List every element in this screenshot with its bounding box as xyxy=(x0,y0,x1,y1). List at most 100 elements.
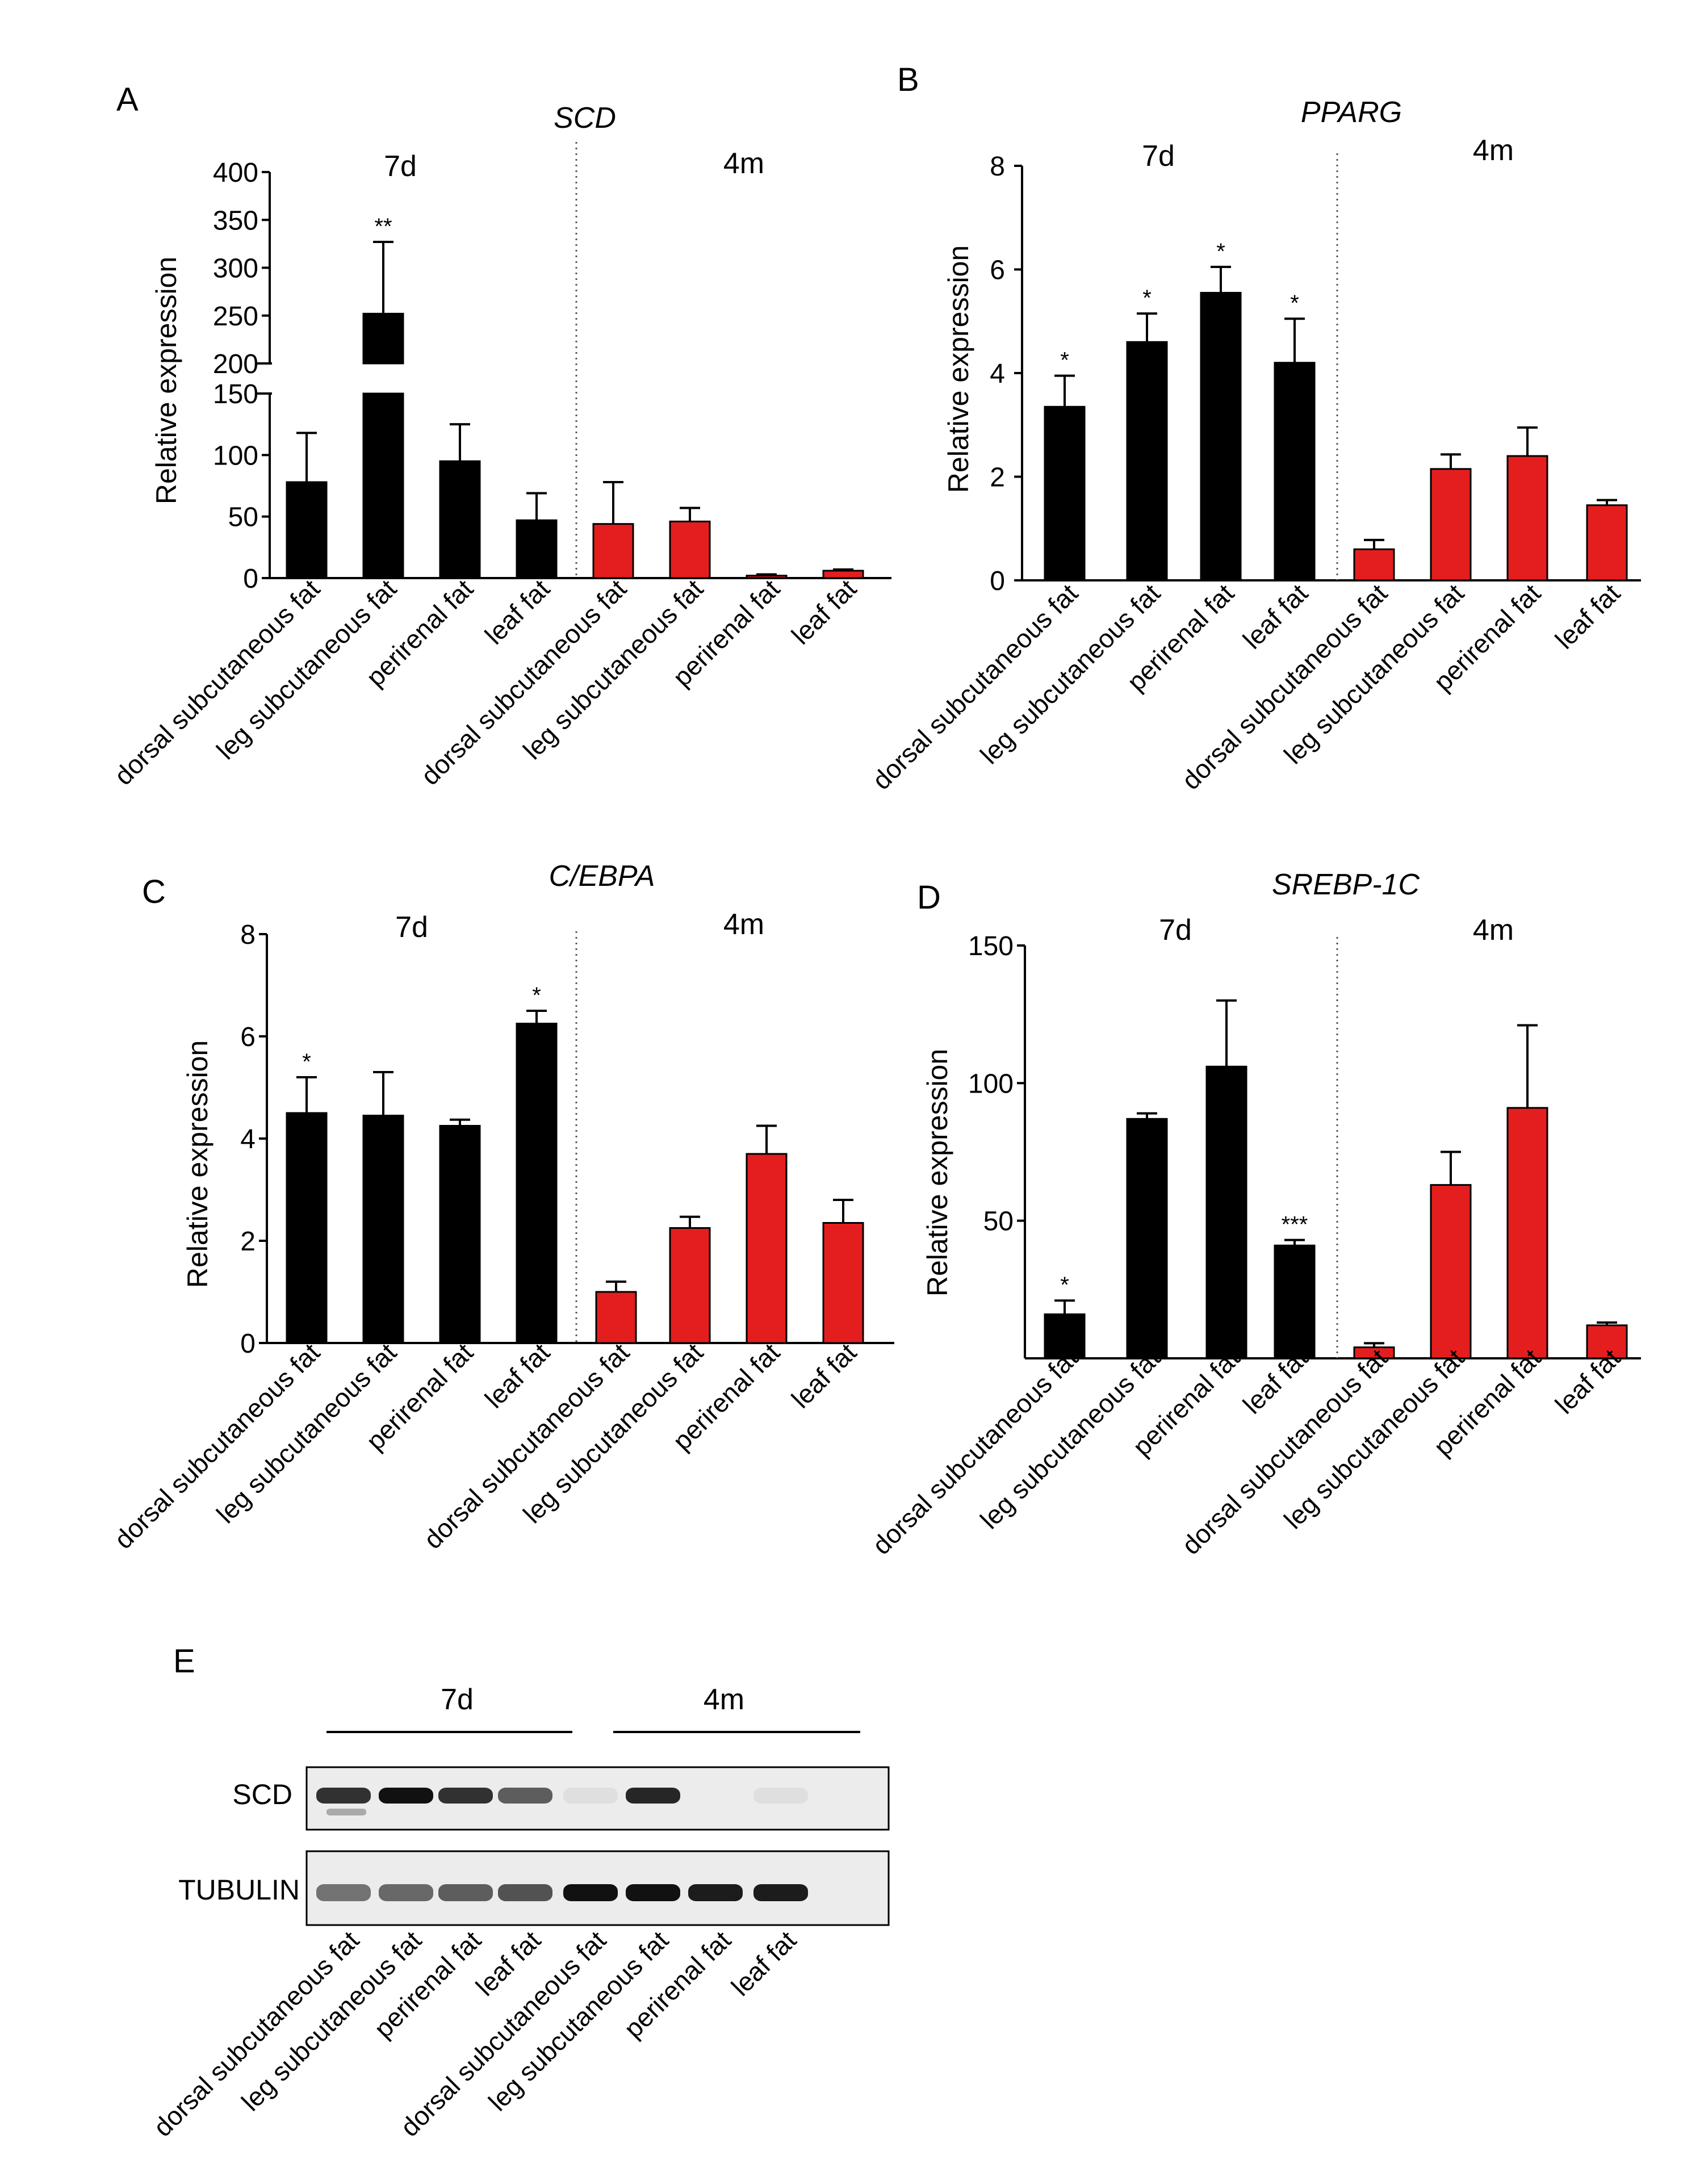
bar-b xyxy=(1586,504,1628,581)
significance-label-b: * xyxy=(1290,291,1299,316)
group-label-7d-a: 7d xyxy=(384,150,417,183)
y-axis-label-d: Relative expression xyxy=(922,1049,953,1296)
bar-c xyxy=(595,1291,637,1344)
y-axis-label-c: Relative expression xyxy=(182,1040,213,1288)
group-label-7d-b: 7d xyxy=(1142,140,1175,173)
y-axis-label-b: Relative expression xyxy=(943,245,974,493)
category-label-b: leaf fat xyxy=(1550,578,1626,655)
y-tick-label-c: 8 xyxy=(240,920,256,950)
chart-title-srebp1c: SREBP-1C xyxy=(1272,868,1420,901)
bar-a xyxy=(516,519,558,579)
blot-band-scd-faint xyxy=(326,1809,366,1815)
blot-group-label-7d: 7d xyxy=(441,1683,474,1716)
category-label-a: leaf fat xyxy=(786,574,863,650)
significance-label-d: *** xyxy=(1282,1212,1308,1237)
significance-label-c: * xyxy=(532,983,541,1008)
bar-d xyxy=(1126,1118,1168,1359)
y-tick-label-d: 50 xyxy=(983,1207,1014,1237)
y-tick-label-a: 50 xyxy=(228,503,258,533)
bar-b xyxy=(1044,405,1086,581)
bar-d xyxy=(1274,1244,1316,1359)
bar-a xyxy=(362,392,404,579)
significance-label-d: * xyxy=(1060,1273,1069,1298)
y-tick-label-c: 0 xyxy=(240,1329,256,1359)
bar-b xyxy=(1506,455,1548,581)
bar-c xyxy=(362,1115,404,1344)
y-tick-label-d: 100 xyxy=(968,1069,1014,1099)
chart-title-scd: SCD xyxy=(554,102,616,135)
blot-lane-label: leaf fat xyxy=(726,1925,802,2002)
panel-d: D SREBP-1C 7d 4m Relative expression 50 1… xyxy=(866,868,1641,1560)
y-axis-label-a: Relative expression xyxy=(150,257,182,504)
y-tick-label-a: 250 xyxy=(213,302,258,332)
panel-letter-d: D xyxy=(917,879,941,916)
blot-band-tubulin xyxy=(688,1884,743,1901)
bar-d xyxy=(1044,1313,1086,1359)
y-tick-label-a: 0 xyxy=(243,564,258,594)
y-tick-label-a: 100 xyxy=(213,441,258,471)
y-tick-label-c: 2 xyxy=(240,1227,256,1257)
bar-a xyxy=(669,520,711,579)
y-tick-label-a: 400 xyxy=(213,158,258,188)
blot-row-label-tubulin: TUBULIN xyxy=(178,1874,300,1906)
y-tick-label-c: 6 xyxy=(240,1022,256,1052)
blot-band-tubulin xyxy=(753,1884,808,1901)
bar-c xyxy=(516,1023,558,1344)
blot-group-label-4m: 4m xyxy=(704,1683,744,1716)
group-label-4m-c: 4m xyxy=(723,908,764,941)
bar-d xyxy=(1205,1065,1247,1359)
bar-b xyxy=(1274,362,1316,581)
panel-c: C C/EBPA 7d 4m Relative expression 0 2 4 6 8… xyxy=(108,860,894,1554)
y-tick-label-a: 200 xyxy=(213,349,258,379)
y-tick-label-b: 2 xyxy=(990,463,1005,493)
blot-band-scd xyxy=(626,1788,680,1804)
y-tick-label-b: 6 xyxy=(990,256,1005,286)
y-tick-label-b: 0 xyxy=(990,566,1005,596)
y-tick-label-d: 150 xyxy=(968,931,1014,961)
significance-label-b: * xyxy=(1142,286,1152,311)
panel-letter-a: A xyxy=(116,81,139,118)
group-label-4m-a: 4m xyxy=(723,147,764,180)
y-tick-label-a: 350 xyxy=(213,206,258,236)
bar-a xyxy=(439,460,481,579)
blot-band-tubulin xyxy=(626,1884,680,1901)
blot-band-scd xyxy=(379,1788,433,1804)
category-label-c: leaf fat xyxy=(479,1337,556,1414)
blot-band-scd xyxy=(753,1788,808,1804)
blot-band-scd xyxy=(563,1788,618,1804)
blot-band-scd xyxy=(316,1788,371,1804)
blot-row-label-scd: SCD xyxy=(232,1779,292,1810)
blot-band-tubulin xyxy=(438,1884,493,1901)
bar-b xyxy=(1126,341,1168,581)
chart-title-pparg: PPARG xyxy=(1301,96,1402,129)
panel-a: A SCD 7d 4m Relative expression 0 50 100 15… xyxy=(108,81,891,790)
bar-c xyxy=(746,1153,788,1344)
bar-b xyxy=(1353,548,1395,581)
y-tick-label-a: 150 xyxy=(213,379,258,409)
y-tick-label-b: 4 xyxy=(990,359,1005,389)
bar-b xyxy=(1200,292,1242,581)
blot-band-tubulin xyxy=(379,1884,433,1901)
category-label-b: leaf fat xyxy=(1237,578,1314,655)
blot-band-tubulin xyxy=(563,1884,618,1901)
bar-c xyxy=(286,1112,328,1344)
bar-b xyxy=(1430,468,1472,581)
bar-c xyxy=(822,1222,864,1344)
panel-b: B PPARG 7d 4m Relative expression 0 2 4 6 8 *… xyxy=(866,61,1641,795)
blot-band-scd xyxy=(438,1788,493,1804)
blot-band-tubulin xyxy=(316,1884,371,1901)
y-tick-label-a: 300 xyxy=(213,254,258,284)
blot-band-tubulin xyxy=(498,1884,552,1901)
bar-d xyxy=(1586,1324,1628,1359)
chart-title-cebpa: C/EBPA xyxy=(549,860,655,893)
panel-letter-c: C xyxy=(142,873,166,910)
significance-label-c: * xyxy=(302,1049,311,1074)
bar-a xyxy=(362,312,404,365)
y-tick-label-b: 8 xyxy=(990,152,1005,182)
group-label-4m-d: 4m xyxy=(1473,914,1514,947)
